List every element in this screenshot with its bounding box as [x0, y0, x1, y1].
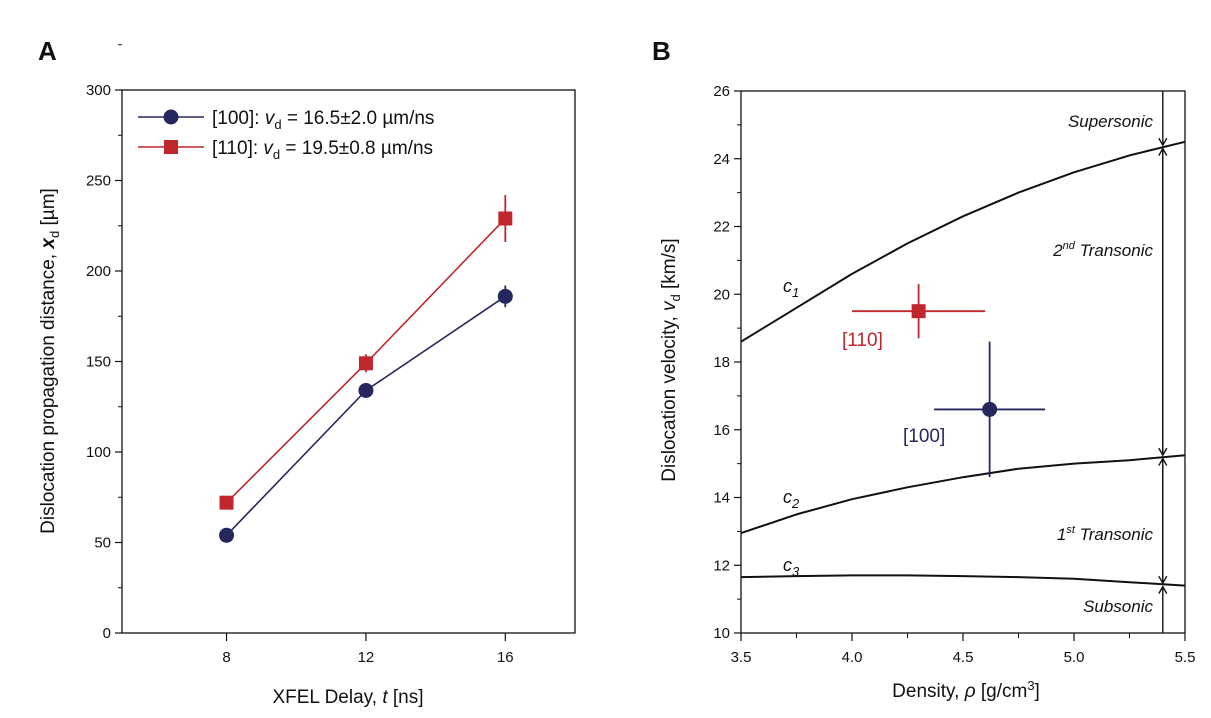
- panel-b-y-tick-label: 20: [713, 286, 730, 303]
- panel-a-x-tick-label: 16: [497, 649, 514, 666]
- panel-b-y-axis-label: Dislocation velocity, vd [km/s]: [659, 238, 683, 481]
- panel-a-y-tick-label: 250: [86, 173, 111, 190]
- panel-a-y-tick-label: 0: [103, 625, 111, 642]
- panel-b-region-labels: Supersonic 2nd Transonic 1st Transonic S…: [1052, 112, 1153, 616]
- panel-b-y-tick-label: 18: [713, 354, 730, 371]
- panel-a-y-axis-label: Dislocation propagation distance, xd [µm…: [38, 188, 62, 534]
- panel-a-y-tick-label: 150: [86, 354, 111, 371]
- panel-a-series: [219, 194, 513, 543]
- data-point-100: [497, 288, 513, 304]
- panel-b-y-tick-label: 24: [713, 151, 730, 168]
- panel-b-x-tick-label: 3.5: [731, 649, 752, 666]
- data-point-110: [219, 495, 234, 510]
- panel-b-x-tick-label: 5.5: [1175, 649, 1196, 666]
- panel-b-y-tick-label: 14: [713, 490, 730, 507]
- panel-b-points: [852, 284, 1046, 478]
- panel-b-x-tick-label: 5.0: [1064, 649, 1085, 666]
- data-point-110: [498, 211, 513, 226]
- arrow-1st-transonic-down-head: [1158, 575, 1168, 585]
- region-label-1st-transonic: 1st Transonic: [1057, 524, 1154, 544]
- panel-a-y-tick-label: 200: [86, 263, 111, 280]
- data-point-100: [982, 401, 998, 417]
- legend-marker-100: [163, 109, 179, 125]
- panel-a-x-axis-label: XFEL Delay, t [ns]: [272, 687, 423, 708]
- panel-a-label: A: [38, 36, 57, 66]
- curve-c3: [740, 574, 1186, 587]
- legend-label-110: [110]: vd = 19.5±0.8 µm/ns: [212, 138, 433, 162]
- arrow-2nd-transonic-down-head: [1158, 447, 1168, 457]
- panel-b-curve-labels: c1 c2 c3: [783, 276, 800, 579]
- panel-b-y-tick-label: 10: [713, 625, 730, 642]
- panel-b-y-tick-label: 22: [713, 219, 730, 236]
- panel-b-region-arrows: [1158, 91, 1168, 633]
- panel-a-x-tick-label: 8: [222, 649, 230, 666]
- arrow-subsonic-head: [1158, 585, 1168, 594]
- region-label-subsonic: Subsonic: [1083, 597, 1153, 616]
- panel-b-y-tick-label: 26: [713, 83, 730, 100]
- curve-c1: [740, 140, 1186, 343]
- arrow-2nd-transonic-up-head: [1158, 147, 1168, 156]
- panel-a-plot-frame: [121, 89, 576, 634]
- legend-marker-110: [164, 140, 178, 154]
- legend-label-100: [100]: vd = 16.5±2.0 µm/ns: [212, 108, 434, 132]
- arrow-supersonic-head: [1158, 137, 1168, 147]
- panel-a-x-tick-label: 12: [358, 649, 375, 666]
- panel-b-x-tick-label: 4.0: [842, 649, 863, 666]
- data-point-100: [358, 382, 374, 398]
- data-point-100: [219, 527, 235, 543]
- series-line-100: [225, 295, 506, 536]
- panel-b-ticks: 10 12 14 16 18 20 22 24 26 3.5 4.0 4.5 5.0 5.5: [713, 83, 1195, 666]
- curve-c2: [740, 454, 1186, 535]
- panel-b-curves: [740, 140, 1186, 587]
- panel-b-label: B: [652, 36, 671, 66]
- data-point-110: [911, 304, 926, 319]
- curve-label-c2: c2: [783, 487, 800, 511]
- panel-a-y-tick-label: 100: [86, 444, 111, 461]
- panel-b-x-tick-label: 4.5: [953, 649, 974, 666]
- panel-b: B 10 12 14 16 18 20 22 24 26 3.5 4.0 4.5 5.0 5.5 c1 c…: [652, 36, 1195, 702]
- panel-a-y-tick-label: 300: [86, 82, 111, 99]
- region-label-2nd-transonic: 2nd Transonic: [1052, 240, 1153, 260]
- panel-b-y-tick-label: 16: [713, 422, 730, 439]
- panel-a-ticks: 0 50 100 150 200 250 300 8 12 16: [86, 44, 514, 666]
- panel-b-y-tick-label: 12: [713, 557, 730, 574]
- curve-label-c3: c3: [783, 555, 800, 579]
- panel-a: A 0 50 100 150 200 250 300 8 12 16 [100]: vd = 16…: [38, 36, 576, 708]
- panel-b-plot-frame: [740, 90, 1186, 634]
- point-label-110: [110]: [842, 330, 883, 351]
- panel-a-legend: [100]: vd = 16.5±2.0 µm/ns [110]: vd = 1…: [138, 108, 434, 162]
- panel-a-y-tick-label: 50: [94, 535, 111, 552]
- curve-label-c1: c1: [783, 276, 799, 300]
- data-point-110: [358, 356, 373, 371]
- panel-b-x-axis-label: Density, ρ [g/cm3]: [892, 678, 1040, 702]
- region-label-supersonic: Supersonic: [1068, 112, 1154, 131]
- point-label-100: [100]: [903, 426, 945, 447]
